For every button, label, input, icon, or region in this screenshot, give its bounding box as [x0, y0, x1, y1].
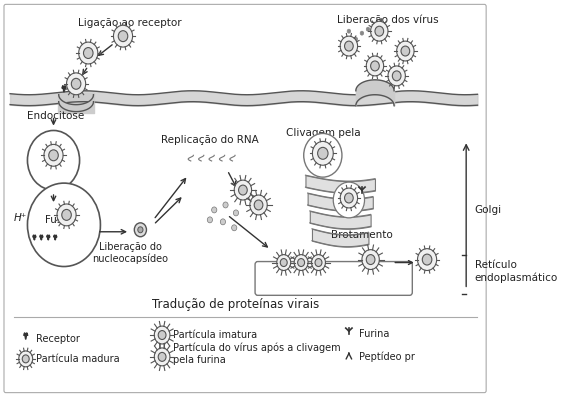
Text: Partícula imatura: Partícula imatura [173, 330, 257, 340]
Circle shape [254, 200, 263, 210]
Polygon shape [366, 56, 384, 76]
Circle shape [347, 29, 351, 33]
Text: Tradução de proteínas virais: Tradução de proteínas virais [153, 298, 320, 311]
Text: Ligação ao receptor: Ligação ao receptor [78, 18, 182, 28]
Circle shape [84, 48, 93, 58]
Circle shape [134, 223, 146, 237]
Text: H⁺: H⁺ [14, 213, 27, 223]
FancyBboxPatch shape [4, 4, 486, 393]
Text: Retículo
endoplasmático: Retículo endoplasmático [475, 260, 558, 283]
Circle shape [238, 185, 247, 195]
Polygon shape [294, 254, 308, 270]
Circle shape [62, 210, 71, 220]
Circle shape [304, 133, 342, 177]
Polygon shape [371, 21, 388, 41]
Circle shape [422, 254, 432, 265]
Text: Brotamento: Brotamento [331, 230, 393, 240]
Text: Partícula madura: Partícula madura [36, 354, 119, 364]
Polygon shape [362, 250, 379, 270]
Text: Golgi: Golgi [475, 205, 502, 215]
Polygon shape [250, 195, 267, 215]
Polygon shape [113, 25, 132, 47]
Text: Liberação do
nucleocapsídeo: Liberação do nucleocapsídeo [92, 241, 168, 264]
Polygon shape [388, 66, 406, 86]
Text: Fusão: Fusão [45, 215, 76, 225]
Circle shape [344, 193, 353, 203]
FancyBboxPatch shape [255, 262, 412, 295]
Polygon shape [234, 180, 251, 200]
Circle shape [207, 217, 213, 223]
Circle shape [366, 254, 375, 264]
Circle shape [138, 227, 143, 233]
Circle shape [298, 258, 305, 266]
Circle shape [360, 31, 364, 35]
Circle shape [375, 26, 384, 36]
Text: Receptor: Receptor [36, 334, 80, 344]
Circle shape [27, 131, 80, 190]
Polygon shape [79, 42, 98, 64]
Polygon shape [340, 36, 357, 56]
Circle shape [158, 353, 166, 361]
Circle shape [333, 182, 365, 218]
Circle shape [371, 61, 379, 71]
Circle shape [118, 31, 128, 42]
Circle shape [401, 46, 410, 56]
Circle shape [27, 183, 100, 266]
Polygon shape [57, 204, 76, 226]
Circle shape [344, 41, 353, 51]
Circle shape [315, 258, 322, 266]
Polygon shape [67, 73, 86, 95]
Circle shape [220, 219, 226, 225]
Circle shape [223, 202, 228, 208]
Circle shape [49, 150, 58, 161]
Polygon shape [397, 41, 414, 61]
Polygon shape [311, 254, 325, 270]
Polygon shape [340, 188, 357, 208]
Text: Partícula do vírus após a clivagem
pela furina: Partícula do vírus após a clivagem pela … [173, 343, 341, 365]
Circle shape [366, 27, 370, 31]
Polygon shape [417, 249, 436, 270]
Polygon shape [154, 326, 170, 344]
Polygon shape [277, 254, 291, 270]
Text: Clivagem pela
furina: Clivagem pela furina [286, 127, 360, 149]
Polygon shape [154, 348, 170, 366]
Text: Endocitose: Endocitose [27, 111, 85, 121]
Circle shape [280, 258, 287, 266]
Circle shape [354, 37, 357, 41]
Polygon shape [44, 145, 63, 166]
Circle shape [392, 71, 401, 81]
Circle shape [22, 355, 29, 363]
Circle shape [318, 147, 328, 159]
Text: Liberação dos vírus: Liberação dos vírus [337, 14, 439, 25]
Circle shape [71, 78, 81, 89]
Text: Replicação do RNA: Replicação do RNA [161, 135, 259, 145]
Circle shape [211, 207, 217, 213]
Circle shape [158, 331, 166, 339]
Text: Furina: Furina [359, 329, 390, 339]
Circle shape [232, 225, 237, 231]
Circle shape [233, 210, 238, 216]
Polygon shape [312, 141, 333, 165]
Text: Peptídeo pr: Peptídeo pr [359, 352, 415, 362]
Polygon shape [19, 351, 33, 367]
